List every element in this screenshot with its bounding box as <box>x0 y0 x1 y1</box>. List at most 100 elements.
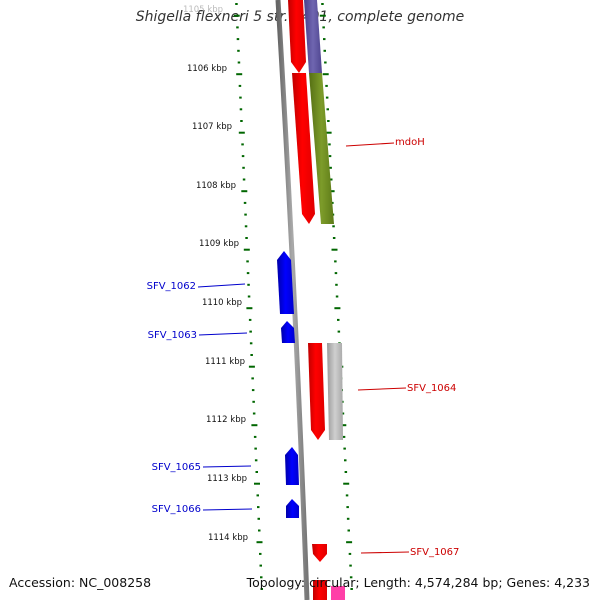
ruler-tick-left <box>248 365 255 368</box>
ruler-tick-right <box>349 576 353 579</box>
ruler-tick-right <box>322 26 325 29</box>
ruler-tick-right <box>332 237 336 239</box>
ruler-tick-left <box>243 248 250 251</box>
ruler-tick-left <box>259 564 262 567</box>
ruler-tick-left <box>241 155 245 158</box>
ruler-tick-left <box>236 73 243 76</box>
ruler-tick-left <box>241 190 248 193</box>
ruler-tick-right <box>323 38 326 41</box>
operon-band-gray[interactable] <box>327 343 343 440</box>
gene-arrow-reverse[interactable] <box>285 447 299 485</box>
gene-arrow-reverse[interactable] <box>286 499 299 518</box>
ruler-tick-left <box>236 26 239 29</box>
ruler-tick-right <box>343 447 346 450</box>
leader-line-SFV_1065 <box>202 465 252 468</box>
ruler-tick-right <box>334 272 338 275</box>
ruler-tick-right <box>342 435 346 438</box>
ruler-tick-right <box>325 96 329 99</box>
ruler-tick-right <box>328 143 331 146</box>
ruler-tick-left <box>254 447 257 450</box>
ruler-tick-left <box>236 38 240 41</box>
kbp-label: 1106 kbp <box>187 64 227 74</box>
ruler-tick-right <box>322 73 329 76</box>
ruler-tick-right <box>344 471 348 473</box>
operon-band-olive[interactable] <box>309 73 334 224</box>
ruler-tick-right <box>329 166 332 169</box>
ruler-tick-left <box>242 178 246 181</box>
kbp-label: 1108 kbp <box>196 181 236 191</box>
kbp-label: 1110 kbp <box>202 298 242 308</box>
gene-arrow-pink[interactable] <box>331 586 345 600</box>
ruler-tick-left <box>243 201 247 204</box>
gene-label-SFV_1063[interactable]: SFV_1063 <box>148 330 197 341</box>
ruler-tick-left <box>241 143 244 146</box>
gene-label-mdoH[interactable]: mdoH <box>395 137 425 148</box>
gene-arrow-forward[interactable] <box>288 0 306 73</box>
ruler-tick-right <box>334 260 337 263</box>
ruler-tick-left <box>245 237 248 239</box>
gene-label-SFV_1062[interactable]: SFV_1062 <box>147 281 196 292</box>
gene-arrow-reverse[interactable] <box>277 251 294 314</box>
gene-label-SFV_1064[interactable]: SFV_1064 <box>407 383 456 394</box>
ruler-tick-right <box>327 120 330 122</box>
gene-label-SFV_1065[interactable]: SFV_1065 <box>152 462 201 473</box>
genome-backbone <box>275 0 310 600</box>
ruler-tick-left <box>246 260 249 263</box>
ruler-tick-left <box>257 517 260 520</box>
ruler-tick-left <box>239 96 242 99</box>
ruler-tick-left <box>256 541 263 544</box>
genome-summary-text: Topology: circular; Length: 4,574,284 bp… <box>246 575 590 590</box>
ruler-tick-left <box>247 295 251 298</box>
ruler-tick-left <box>256 494 259 497</box>
ruler-tick-right <box>347 529 350 532</box>
ruler-tick-left <box>253 435 257 438</box>
gene-arrow-forward[interactable] <box>308 343 325 440</box>
kbp-label: 1114 kbp <box>208 533 248 543</box>
ruler-tick-left <box>260 576 263 579</box>
ruler-tick-right <box>343 482 350 485</box>
ruler-tick-left <box>244 225 248 228</box>
ruler-tick-left <box>249 342 253 345</box>
ruler-tick-left <box>260 588 263 590</box>
ruler-tick-right <box>331 248 338 251</box>
kbp-label: 1113 kbp <box>207 474 247 484</box>
ruler-tick-right <box>328 190 335 193</box>
ruler-tick-right <box>349 564 352 567</box>
kbp-label: 1109 kbp <box>199 239 239 249</box>
ruler-tick-right <box>337 318 340 321</box>
ruler-ticks-left <box>233 3 263 590</box>
ruler-tick-left <box>254 459 258 462</box>
ruler-tick-right <box>325 131 332 134</box>
ruler-tick-right <box>321 3 324 5</box>
gene-arrow-forward[interactable] <box>312 544 327 562</box>
ruler-tick-right <box>344 459 347 462</box>
ruler-tick-right <box>340 424 347 427</box>
label-leaders <box>197 142 410 554</box>
ruler-tick-right <box>348 552 352 555</box>
gene-arrow-reverse[interactable] <box>281 321 295 343</box>
ruler-tick-left <box>252 412 256 415</box>
kbp-labels: 1105 kbp 1106 kbp 1107 kbp 1108 kbp 1109… <box>183 5 248 543</box>
ruler-tick-left <box>237 61 241 64</box>
ruler-tick-left <box>258 529 261 532</box>
ruler-tick-left <box>247 283 250 286</box>
ruler-tick-right <box>334 307 341 310</box>
gene-label-SFV_1067[interactable]: SFV_1067 <box>410 547 459 558</box>
ruler-tick-left <box>246 307 253 310</box>
operon-band-purple[interactable] <box>304 0 322 73</box>
leader-line-SFV_1063 <box>198 332 248 336</box>
kbp-label: 1107 kbp <box>192 122 232 132</box>
gene-arrow-forward[interactable] <box>292 73 315 224</box>
ruler-tick-left <box>259 552 262 555</box>
leader-line-SFV_1067 <box>360 551 410 554</box>
gene-arrow-forward[interactable] <box>313 580 327 600</box>
gene-label-SFV_1066[interactable]: SFV_1066 <box>152 504 201 515</box>
leader-line-SFV_1066 <box>202 508 253 511</box>
ruler-tick-left <box>246 272 250 275</box>
kbp-label: 1111 kbp <box>205 357 245 367</box>
leader-line-SFV_1064 <box>357 387 407 391</box>
ruler-tick-right <box>326 108 329 111</box>
ruler-tick-right <box>346 541 353 544</box>
